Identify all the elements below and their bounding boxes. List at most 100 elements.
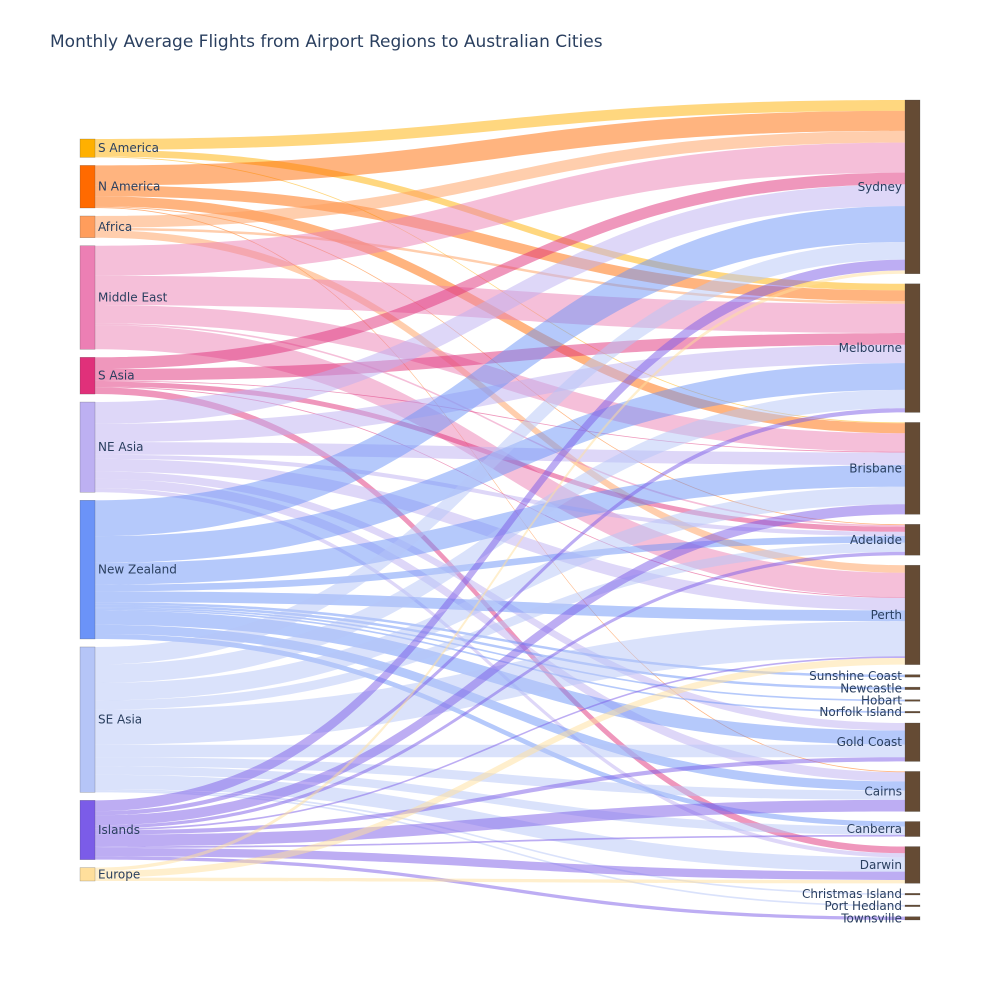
target-label-brisbane: Brisbane (849, 461, 902, 475)
target-label-norfolk-island: Norfolk Island (819, 705, 902, 719)
link-s-asia-to-darwin (95, 387, 905, 854)
target-label-sydney: Sydney (858, 180, 902, 194)
target-label-christmas-island: Christmas Island (802, 887, 902, 901)
link-se-asia-to-canberra (95, 766, 905, 835)
source-node-middle-east[interactable] (79, 245, 96, 350)
link-s-asia-to-brisbane (95, 380, 905, 453)
link-islands-to-adelaide (95, 551, 905, 829)
source-label-new-zealand: New Zealand (98, 563, 177, 577)
link-europe-to-perth (95, 657, 905, 878)
link-middle-east-to-adelaide (95, 323, 905, 527)
link-islands-to-gold-coast (95, 757, 905, 835)
target-label-adelaide: Adelaide (850, 533, 902, 547)
link-new-zealand-to-brisbane (95, 465, 905, 585)
link-n-america-to-cairns (95, 207, 905, 773)
link-new-zealand-to-sunshine-coast (95, 602, 905, 678)
link-s-asia-to-perth (95, 386, 905, 598)
link-se-asia-to-gold-coast (95, 744, 905, 758)
link-islands-to-canberra (95, 834, 905, 848)
link-se-asia-to-port-hedland (95, 790, 905, 907)
link-se-asia-to-brisbane (95, 486, 905, 701)
target-node-brisbane[interactable] (904, 422, 921, 515)
target-node-hobart[interactable] (904, 699, 921, 702)
target-label-port-hedland: Port Hedland (824, 899, 902, 913)
target-node-townsville[interactable] (904, 916, 921, 921)
link-se-asia-to-perth (95, 621, 905, 745)
source-node-africa[interactable] (79, 215, 96, 238)
target-node-canberra[interactable] (904, 821, 921, 837)
target-node-port-hedland[interactable] (904, 904, 921, 907)
link-islands-to-sydney (95, 259, 905, 812)
source-node-europe[interactable] (79, 867, 96, 882)
link-ne-asia-to-melbourne (95, 344, 905, 443)
source-label-europe: Europe (98, 867, 140, 881)
target-node-christmas-island[interactable] (904, 893, 921, 896)
link-ne-asia-to-sydney (95, 184, 905, 424)
link-europe-to-sydney (95, 270, 905, 871)
link-new-zealand-to-newcastle (95, 604, 905, 690)
source-label-s-asia: S Asia (98, 369, 135, 383)
target-label-sunshine-coast: Sunshine Coast (809, 669, 902, 683)
target-label-perth: Perth (871, 608, 902, 622)
source-node-new-zealand[interactable] (79, 500, 96, 640)
link-s-america-to-sydney (95, 100, 905, 150)
link-islands-to-perth (95, 656, 905, 831)
link-new-zealand-to-perth (95, 591, 905, 622)
target-node-darwin[interactable] (904, 846, 921, 884)
source-node-se-asia[interactable] (79, 646, 96, 793)
link-islands-to-melbourne (95, 408, 905, 816)
source-label-ne-asia: NE Asia (98, 440, 144, 454)
link-se-asia-to-cairns (95, 757, 905, 800)
link-se-asia-to-adelaide (95, 542, 905, 710)
target-node-sunshine-coast[interactable] (904, 674, 921, 678)
link-s-asia-to-sydney (95, 172, 905, 369)
source-label-africa: Africa (98, 220, 132, 234)
link-new-zealand-to-melbourne (95, 363, 905, 563)
source-node-s-asia[interactable] (79, 357, 96, 395)
link-n-america-to-sydney (95, 110, 905, 186)
labels-layer: S America N America Africa Middle East S Asi… (98, 141, 902, 925)
source-label-s-america: S America (98, 141, 159, 155)
link-islands-to-darwin (95, 847, 905, 880)
target-label-gold-coast: Gold Coast (837, 735, 903, 749)
links-layer (95, 100, 905, 920)
target-label-darwin: Darwin (860, 858, 902, 872)
target-label-canberra: Canberra (847, 822, 902, 836)
source-node-s-america[interactable] (79, 138, 96, 158)
target-node-cairns[interactable] (904, 771, 921, 812)
link-europe-to-darwin (95, 877, 905, 884)
link-new-zealand-to-adelaide (95, 536, 905, 592)
link-se-asia-to-sydney (95, 242, 905, 665)
link-middle-east-to-sydney (95, 142, 905, 276)
link-new-zealand-to-sydney (95, 206, 905, 537)
target-node-melbourne[interactable] (904, 283, 921, 413)
target-label-newcastle: Newcastle (840, 681, 902, 695)
link-new-zealand-to-canberra (95, 633, 905, 827)
link-n-america-to-melbourne (95, 185, 905, 302)
source-node-n-america[interactable] (79, 165, 96, 209)
source-node-islands[interactable] (79, 800, 96, 860)
target-label-townsville: Townsville (840, 911, 902, 925)
source-node-ne-asia[interactable] (79, 401, 96, 493)
link-islands-to-brisbane (95, 504, 905, 826)
target-node-newcastle[interactable] (904, 686, 921, 690)
link-new-zealand-to-cairns (95, 624, 905, 791)
link-islands-to-townsville (95, 856, 905, 920)
nodes-layer (79, 99, 921, 921)
source-label-islands: Islands (98, 823, 140, 837)
target-node-sydney[interactable] (904, 99, 921, 275)
source-label-middle-east: Middle East (98, 291, 168, 305)
target-node-adelaide[interactable] (904, 524, 921, 556)
source-label-se-asia: SE Asia (98, 713, 142, 727)
link-new-zealand-to-hobart (95, 607, 905, 702)
chart-title: Monthly Average Flights from Airport Reg… (50, 32, 603, 52)
target-node-norfolk-island[interactable] (904, 711, 921, 714)
link-islands-to-cairns (95, 799, 905, 847)
target-node-gold-coast[interactable] (904, 722, 921, 762)
link-africa-to-sydney (95, 130, 905, 228)
target-label-cairns: Cairns (864, 784, 902, 798)
link-ne-asia-to-adelaide (95, 454, 905, 537)
target-label-melbourne: Melbourne (839, 341, 902, 355)
target-node-perth[interactable] (904, 564, 921, 665)
